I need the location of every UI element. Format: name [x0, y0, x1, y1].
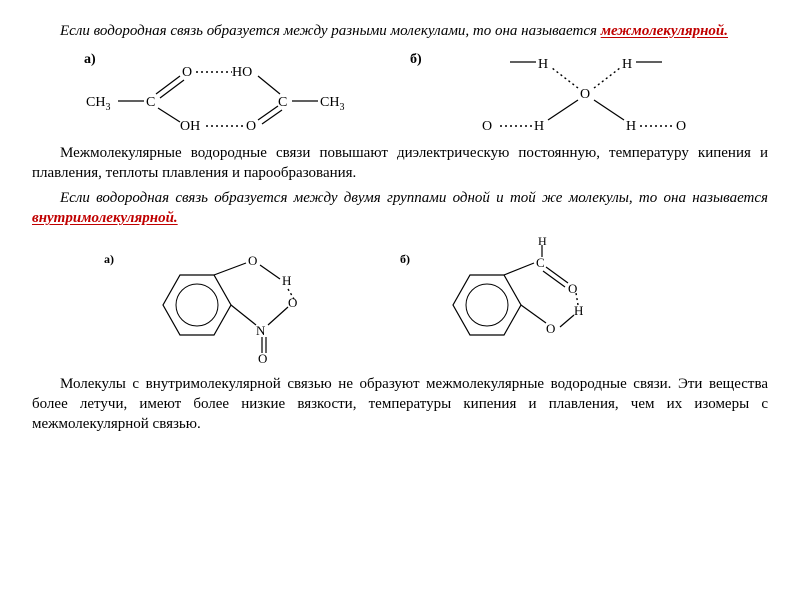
lab-OH-ll: OH — [180, 119, 200, 134]
lab-Ob2: O — [546, 321, 555, 336]
lab-Hb2: H — [574, 303, 583, 318]
figure-row-1: а) CH3 C O OH C CH3 HO O — [32, 48, 768, 134]
bond — [268, 307, 288, 325]
lab-ch3-right: CH3 — [320, 95, 344, 113]
lab-Oa: O — [248, 253, 257, 268]
bond — [548, 100, 578, 120]
lab-Hb1: H — [538, 235, 547, 248]
bond — [521, 305, 546, 323]
para-intra-effect: Молекулы с внутримолекулярной связью не … — [32, 375, 768, 434]
bond — [258, 106, 278, 120]
lab-O-ul: O — [182, 65, 192, 80]
term-intra: внутримолекулярной. — [32, 210, 178, 226]
svg-intra: а) O H N O O б) — [32, 235, 768, 365]
lab-Oa2: O — [258, 351, 267, 365]
bond — [560, 315, 574, 327]
label-a2: а) — [104, 252, 114, 266]
para-intra-def: Если водородная связь образуется между д… — [32, 189, 768, 229]
hbond — [552, 68, 578, 88]
para-inter-def: Если водородная связь образуется между р… — [32, 22, 768, 42]
bond — [504, 263, 534, 275]
lab-H-lr: H — [626, 119, 636, 134]
lab-ch3-left: CH3 — [86, 95, 110, 113]
lab-C-left: C — [146, 95, 155, 110]
bond — [594, 100, 624, 120]
bond — [231, 305, 256, 325]
ring-a — [176, 284, 218, 326]
lab-Ha: H — [282, 273, 291, 288]
lab-O-c: O — [580, 87, 590, 102]
term-inter: межмолекулярной. — [601, 23, 728, 39]
para-inter-effect: Межмолекулярные водородные связи повышаю… — [32, 144, 768, 184]
label-b: б) — [410, 52, 422, 67]
lab-Na: N — [256, 323, 266, 338]
svg-inter: а) CH3 C O OH C CH3 HO O — [32, 48, 768, 134]
bond — [214, 263, 246, 275]
label-a: а) — [84, 52, 96, 67]
label-b2: б) — [400, 252, 410, 266]
bond — [258, 76, 280, 94]
lab-H-ur: H — [622, 57, 632, 72]
hbond — [594, 68, 620, 88]
lab-H-ul: H — [538, 57, 548, 72]
bond — [260, 265, 280, 279]
lab-Cb: C — [536, 255, 545, 270]
lab-O-l: O — [482, 119, 492, 134]
bond — [262, 110, 282, 124]
p1-text: Если водородная связь образуется между р… — [60, 23, 601, 39]
lab-O-lr: O — [246, 119, 256, 134]
lab-C-right: C — [278, 95, 287, 110]
lab-H-ll: H — [534, 119, 544, 134]
ring-b — [466, 284, 508, 326]
lab-O-r: O — [676, 119, 686, 134]
p3-text: Если водородная связь образуется между д… — [60, 190, 768, 206]
bond — [158, 108, 180, 122]
lab-HO-ur: HO — [232, 65, 252, 80]
lab-Oa3: O — [288, 295, 297, 310]
page-root: Если водородная связь образуется между р… — [0, 0, 800, 450]
figure-row-2: а) O H N O O б) — [32, 235, 768, 365]
